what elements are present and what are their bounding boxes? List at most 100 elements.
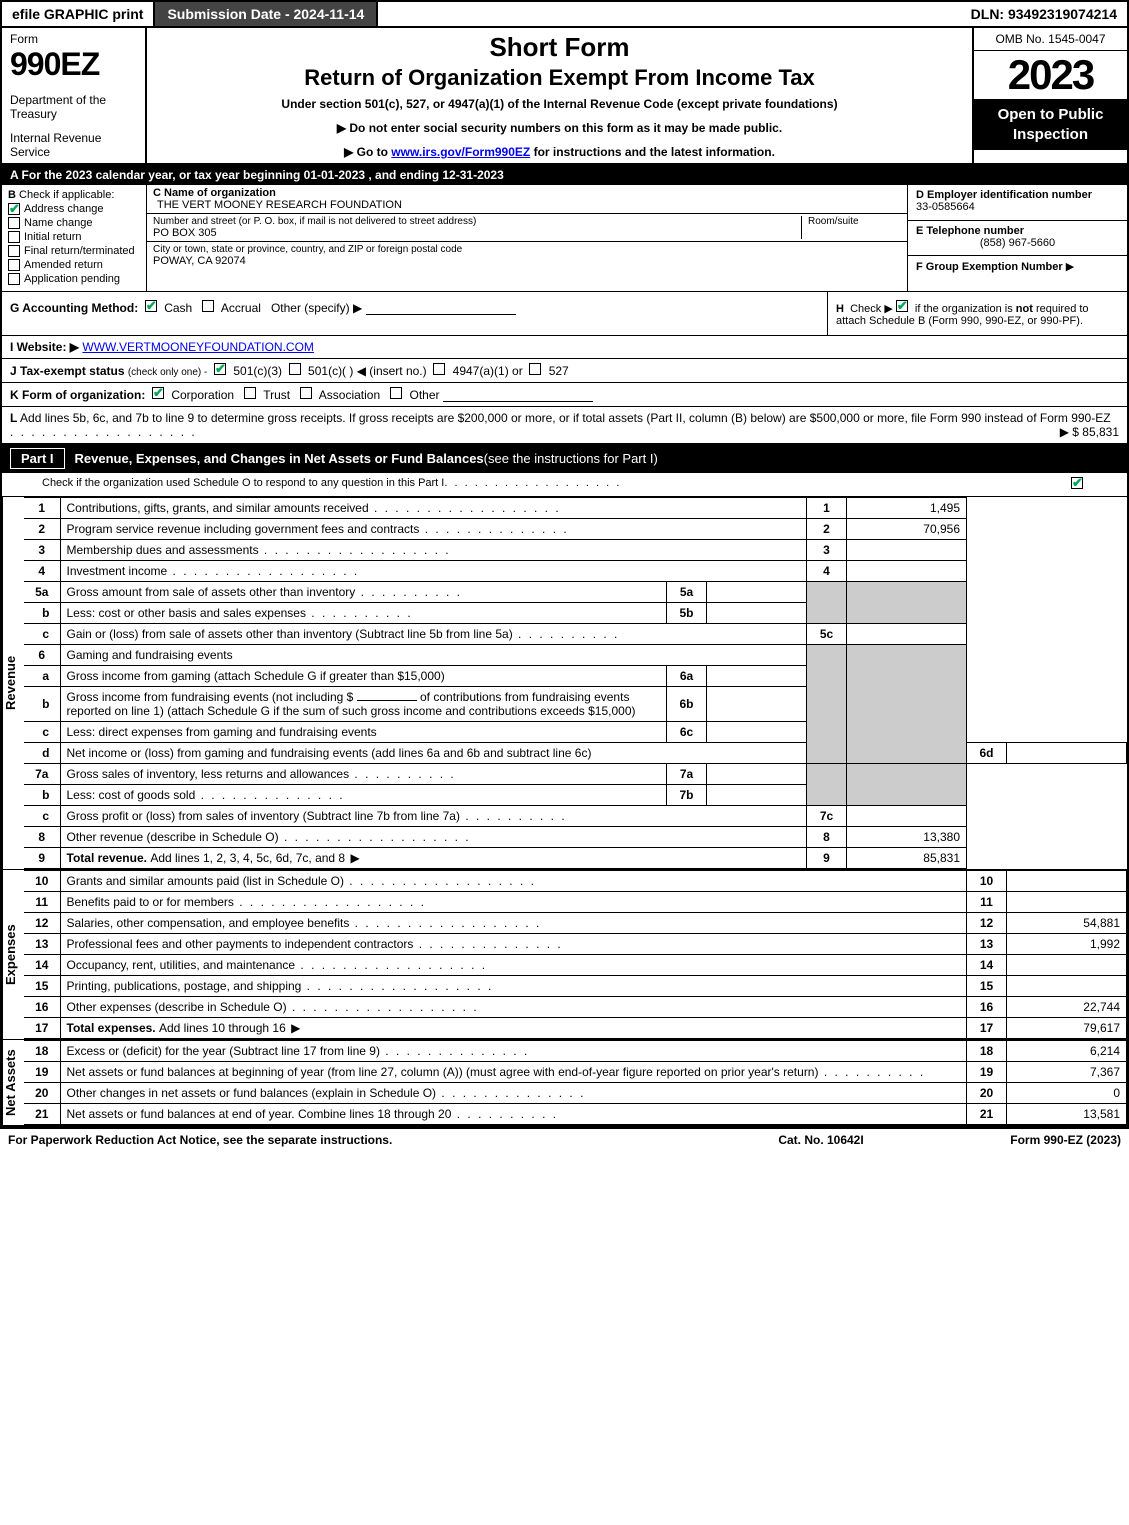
line-num: b (24, 687, 60, 722)
inner-num: 7a (667, 764, 707, 785)
line-10: 10 Grants and similar amounts paid (list… (24, 871, 1127, 892)
col-num: 19 (967, 1062, 1007, 1083)
desc-text: Professional fees and other payments to … (67, 937, 414, 951)
desc-text: Add lines 1, 2, 3, 4, 5c, 6d, 7c, and 8 (150, 851, 345, 865)
line-num: d (24, 743, 60, 764)
dots (349, 767, 456, 781)
col-val (1007, 871, 1127, 892)
line-desc: Excess or (deficit) for the year (Subtra… (60, 1041, 967, 1062)
website-link[interactable]: WWW.VERTMOONEYFOUNDATION.COM (82, 340, 314, 354)
line-18: 18 Excess or (deficit) for the year (Sub… (24, 1041, 1127, 1062)
desc1: Gross income from fundraising events (no… (67, 690, 354, 704)
c-label: C Name of organization (153, 187, 901, 199)
line-num: 1 (24, 498, 60, 519)
f-arrow: ▶ (1066, 261, 1074, 273)
inner-val (707, 722, 807, 743)
l-text: Add lines 5b, 6c, and 7b to line 9 to de… (20, 411, 1111, 425)
h-label: H (836, 303, 844, 315)
dots (413, 937, 562, 951)
spacer (378, 2, 960, 26)
col-num: 17 (967, 1018, 1007, 1039)
chk-corp[interactable] (152, 387, 164, 399)
blank-input[interactable] (357, 700, 417, 701)
line-desc: Professional fees and other payments to … (60, 934, 967, 955)
desc-text: Contributions, gifts, grants, and simila… (67, 501, 369, 515)
desc-text: Benefits paid to or for members (67, 895, 234, 909)
col-val: 70,956 (847, 519, 967, 540)
title-return: Return of Organization Exempt From Incom… (157, 65, 962, 91)
goto-prefix: ▶ Go to (344, 145, 391, 159)
b-letter: B (8, 189, 16, 201)
desc-bold: Total expenses. (67, 1021, 159, 1035)
ein-value: 33-0585664 (916, 201, 1119, 213)
top-bar: efile GRAPHIC print Submission Date - 20… (2, 2, 1127, 28)
chk-other-org[interactable] (390, 387, 402, 399)
inner-val (707, 764, 807, 785)
chk-name-change[interactable]: Name change (8, 217, 140, 229)
col-num: 13 (967, 934, 1007, 955)
line-num: 18 (24, 1041, 60, 1062)
chk-schedule-o[interactable] (1071, 477, 1083, 489)
dln-label: DLN: 93492319074214 (961, 2, 1127, 26)
org-name: THE VERT MOONEY RESEARCH FOUNDATION (157, 199, 901, 211)
chk-trust[interactable] (244, 387, 256, 399)
line-num: 6 (24, 645, 60, 666)
assoc-label: Association (319, 388, 380, 402)
chk-accrual[interactable] (202, 300, 214, 312)
chk-527[interactable] (529, 363, 541, 375)
desc-text: Net assets or fund balances at end of ye… (67, 1107, 452, 1121)
line-num: a (24, 666, 60, 687)
line-num: 15 (24, 976, 60, 997)
line-desc: Other expenses (describe in Schedule O) (60, 997, 967, 1018)
col-val: 85,831 (847, 848, 967, 869)
h-text1: Check ▶ (850, 303, 893, 315)
col-num: 14 (967, 955, 1007, 976)
accrual-label: Accrual (221, 301, 261, 315)
chk-4947[interactable] (433, 363, 445, 375)
col-val (1007, 955, 1127, 976)
chk-cash[interactable] (145, 300, 157, 312)
desc-text: Gain or (loss) from sale of assets other… (67, 627, 513, 641)
inner-val (707, 582, 807, 603)
row-a-calendar: A For the 2023 calendar year, or tax yea… (2, 165, 1127, 185)
chk-assoc[interactable] (300, 387, 312, 399)
col-val: 13,380 (847, 827, 967, 848)
chk-501c3[interactable] (214, 363, 226, 375)
line-num: 7a (24, 764, 60, 785)
chk-pending[interactable]: Application pending (8, 273, 140, 285)
h-text2: if the organization is (915, 303, 1016, 315)
other-org-input[interactable] (443, 388, 593, 402)
chk-address-change[interactable]: Address change (8, 203, 140, 215)
chk-501c[interactable] (289, 363, 301, 375)
other-input[interactable] (366, 301, 516, 315)
line-num: b (24, 603, 60, 624)
line-16: 16 Other expenses (describe in Schedule … (24, 997, 1127, 1018)
h-not: not (1016, 303, 1033, 315)
part1-sub-text: Check if the organization used Schedule … (42, 477, 444, 492)
header-right: OMB No. 1545-0047 2023 Open to Public In… (972, 28, 1127, 163)
addr-value: PO BOX 305 (153, 227, 795, 239)
dots (195, 788, 344, 802)
line-desc: Occupancy, rent, utilities, and maintena… (60, 955, 967, 976)
submission-date: Submission Date - 2024-11-14 (155, 2, 378, 26)
inner-val (707, 603, 807, 624)
col-num: 8 (807, 827, 847, 848)
line-desc: Net assets or fund balances at beginning… (60, 1062, 967, 1083)
chk-initial-return[interactable]: Initial return (8, 231, 140, 243)
chk-amended[interactable]: Amended return (8, 259, 140, 271)
line-6: 6 Gaming and fundraising events (24, 645, 1127, 666)
line-num: 12 (24, 913, 60, 934)
col-val: 22,744 (1007, 997, 1127, 1018)
shaded-cell (807, 645, 847, 764)
col-val (847, 806, 967, 827)
footer: For Paperwork Reduction Act Notice, see … (0, 1128, 1129, 1151)
col-num: 1 (807, 498, 847, 519)
tax-exempt-row: J Tax-exempt status (check only one) - 5… (2, 359, 1127, 383)
form-num: 990-EZ (1044, 1133, 1083, 1147)
line-num: 9 (24, 848, 60, 869)
chk-final-return[interactable]: Final return/terminated (8, 245, 140, 257)
gross-receipts-row: L Add lines 5b, 6c, and 7b to line 9 to … (2, 407, 1127, 444)
irs-link[interactable]: www.irs.gov/Form990EZ (391, 145, 530, 159)
b-label: B Check if applicable: (8, 189, 140, 201)
chk-schedule-b[interactable] (896, 300, 908, 312)
